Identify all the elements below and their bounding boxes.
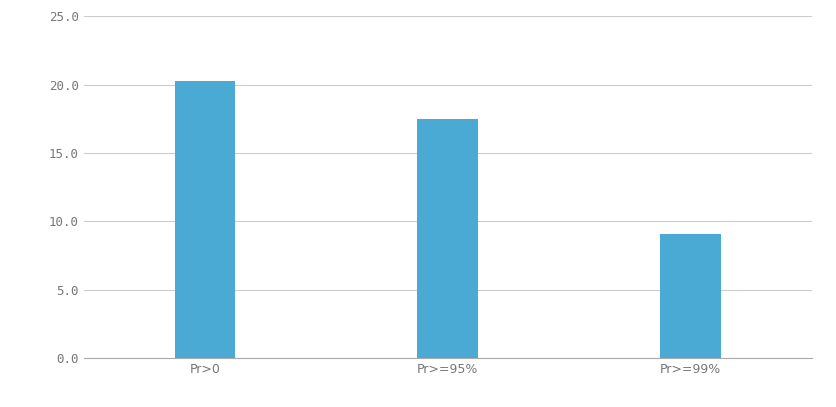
- Bar: [175, 81, 235, 358]
- Bar: [417, 119, 477, 358]
- Bar: [660, 234, 720, 358]
